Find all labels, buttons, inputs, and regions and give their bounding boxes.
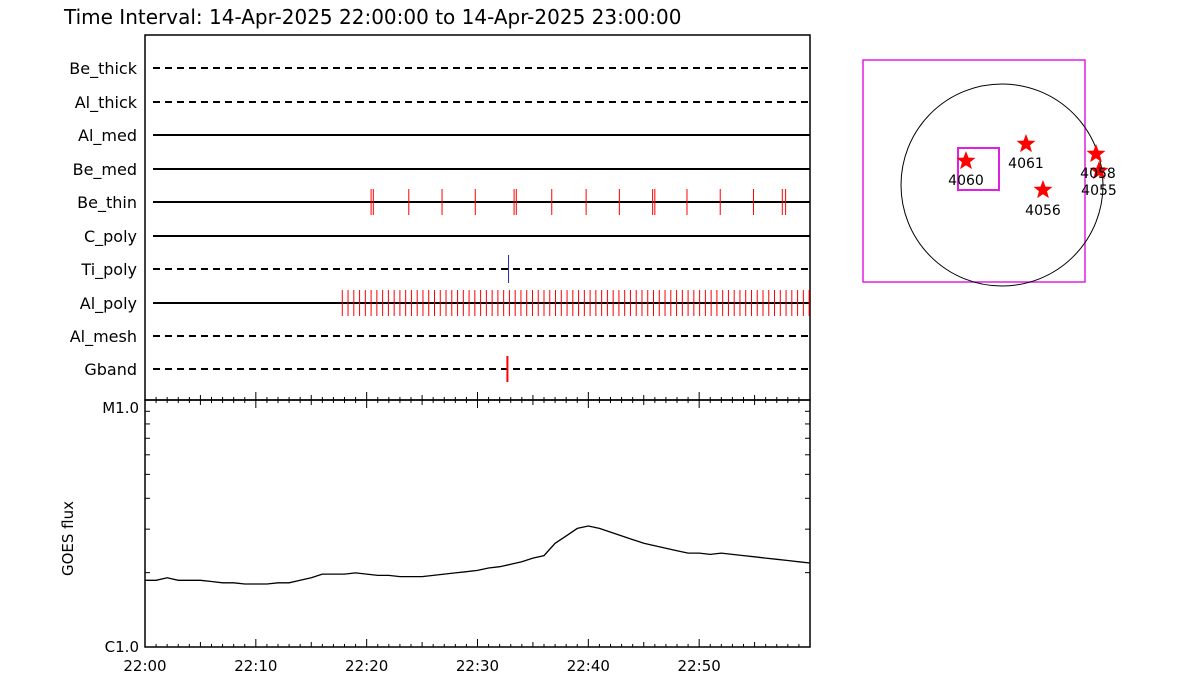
goes-flux-panel: 22:00 22:10 22:20 22:30 22:40 22:50 C1.0 M1.0 GO…: [59, 392, 811, 675]
row-label: Ti_poly: [80, 260, 137, 280]
y-axis-label: GOES flux: [59, 501, 77, 576]
goes-frame: [144, 399, 811, 648]
x-tick-label: 22:20: [345, 657, 388, 675]
row-label: Be_thick: [69, 59, 137, 79]
x-tick-label: 22:50: [678, 657, 721, 675]
x-tick-label: 22:10: [234, 657, 277, 675]
active-region-star: [956, 151, 976, 170]
active-region-label: 4058: [1080, 166, 1116, 182]
active-region-label: 4055: [1081, 183, 1117, 199]
event-timeline-panel: Be_thick Al_thick Al_med Be_med Be_thin C_pol…: [69, 34, 811, 401]
active-region-label: 4060: [948, 173, 984, 189]
row-label: Al_thick: [75, 93, 138, 113]
x-tick-label: 22:00: [123, 657, 166, 675]
active-region-label: 4061: [1008, 156, 1044, 172]
target-region-box: [957, 147, 1000, 191]
goes-flux-line: [145, 525, 811, 585]
row-label: Al_mesh: [70, 327, 137, 347]
row-label: Al_poly: [80, 294, 137, 314]
row-label: Al_med: [78, 126, 137, 146]
x-tick-label: 22:40: [567, 657, 610, 675]
active-region-star: [1089, 161, 1109, 180]
active-region-star: [1033, 180, 1053, 199]
x-tick-label: 22:30: [456, 657, 499, 675]
chart-title: Time Interval: 14-Apr-2025 22:00:00 to 1…: [63, 5, 681, 29]
row-label: C_poly: [84, 227, 137, 247]
active-region-star: [1086, 144, 1106, 163]
y-tick-label: C1.0: [105, 638, 139, 656]
row-label: Be_med: [73, 160, 137, 180]
field-of-view-box: [862, 59, 1086, 283]
row-label: Be_thin: [77, 193, 137, 213]
active-region-label: 4056: [1025, 203, 1061, 219]
row-label: Gband: [84, 360, 137, 379]
active-region-star: [1016, 134, 1036, 153]
y-tick-label: M1.0: [102, 399, 139, 417]
timeline-frame: [144, 34, 811, 401]
solar-disk: [900, 83, 1104, 287]
